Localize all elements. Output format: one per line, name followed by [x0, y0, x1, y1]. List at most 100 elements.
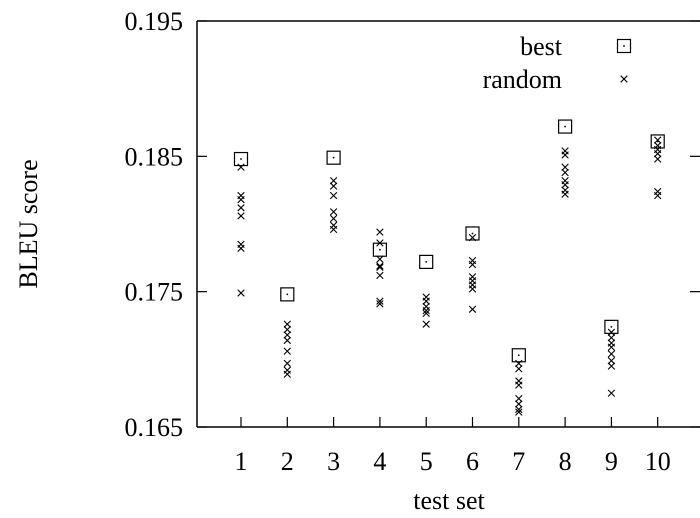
- data-point-random: [468, 305, 477, 313]
- data-point-random: [468, 233, 477, 242]
- data-point-random: [607, 343, 616, 351]
- data-point-random: [607, 356, 616, 365]
- square-marker-dot: [332, 156, 335, 159]
- legend-label-best: best: [520, 32, 563, 61]
- data-point-random: [422, 320, 430, 328]
- data-point-random: [561, 151, 569, 159]
- data-point-random: [561, 190, 569, 198]
- data-point-best: [511, 348, 526, 363]
- square-marker-outline: [233, 151, 249, 167]
- data-point-random: [654, 136, 662, 144]
- square-marker-outline: [511, 348, 526, 363]
- square-marker-dot: [623, 45, 625, 47]
- x-axis-label: test set: [413, 486, 485, 515]
- square-marker-dot: [425, 260, 428, 263]
- square-marker-dot: [379, 248, 381, 251]
- data-point-random: [607, 333, 616, 342]
- data-point-random: [468, 285, 477, 293]
- data-point-random: [422, 306, 430, 315]
- x-tick-label: 7: [512, 447, 525, 476]
- data-point-random: [607, 362, 616, 370]
- data-point-random: [283, 331, 291, 339]
- y-tick-label: 0.165: [125, 413, 184, 442]
- data-point-random: [283, 370, 291, 378]
- data-point-random: [468, 260, 477, 269]
- x-tick-label: 9: [605, 447, 618, 476]
- data-point-random: [283, 347, 291, 355]
- data-point-random: [376, 297, 384, 305]
- data-point-random: [515, 394, 523, 403]
- square-marker-dot: [471, 232, 474, 235]
- square-marker-dot: [517, 354, 520, 357]
- data-point-random: [329, 208, 338, 216]
- square-marker-outline: [616, 38, 632, 54]
- data-point-random: [607, 389, 616, 397]
- series-random: [237, 136, 662, 416]
- data-point-random: [515, 405, 523, 414]
- data-point-random: [237, 195, 245, 204]
- square-marker-outline: [557, 119, 573, 134]
- data-point-random: [376, 239, 384, 247]
- x-axis: 1 2 3 4 5 6 7 8 9 10: [235, 417, 671, 476]
- data-point-random: [329, 191, 338, 200]
- data-points: [233, 119, 665, 416]
- x-tick-label: 6: [466, 447, 479, 476]
- legend-marker-random: [620, 75, 628, 83]
- y-tick-label: 0.175: [125, 278, 184, 307]
- square-marker-outline: [419, 254, 434, 269]
- data-point-best: [419, 254, 434, 269]
- square-marker-dot: [564, 125, 566, 128]
- data-point-best: [326, 150, 341, 165]
- data-point-random: [237, 244, 245, 253]
- data-point-best: [557, 119, 573, 134]
- data-point-best: [465, 226, 480, 241]
- y-tick-label: 0.195: [125, 7, 184, 36]
- data-point-random: [376, 271, 384, 280]
- square-marker-dot: [610, 325, 613, 328]
- data-point-random: [422, 309, 430, 318]
- square-marker-outline: [465, 226, 480, 241]
- data-point-random: [607, 328, 616, 336]
- legend-label-random: random: [483, 65, 562, 94]
- data-point-random: [654, 149, 662, 158]
- data-point-random: [515, 365, 523, 373]
- x-tick-label: 3: [327, 447, 340, 476]
- x-tick-label: 5: [420, 447, 433, 476]
- data-point-random: [237, 289, 245, 297]
- data-point-best: [233, 151, 249, 167]
- data-point-random: [329, 214, 338, 223]
- data-point-random: [515, 408, 523, 416]
- data-point-random: [237, 212, 245, 220]
- data-point-random: [376, 263, 384, 271]
- data-point-random: [515, 359, 523, 368]
- x-tick-label: 10: [645, 447, 671, 476]
- square-marker-outline: [650, 134, 665, 149]
- data-point-random: [561, 168, 569, 177]
- y-axis-label: BLEU score: [14, 159, 43, 288]
- data-point-random: [654, 155, 662, 163]
- data-point-random: [607, 350, 616, 358]
- data-point-random: [283, 320, 291, 328]
- y-tick-label: 0.185: [125, 142, 184, 171]
- data-point-best: [604, 319, 619, 334]
- square-marker-dot: [286, 293, 289, 296]
- data-point-random: [561, 181, 569, 189]
- square-marker-outline: [280, 287, 295, 302]
- x-tick-label: 8: [559, 447, 572, 476]
- data-point-random: [376, 255, 384, 263]
- data-point-random: [237, 163, 245, 171]
- legend-marker-best: [616, 38, 632, 54]
- data-point-random: [376, 228, 384, 236]
- data-point-random: [376, 262, 384, 270]
- data-point-random: [329, 182, 338, 190]
- x-tick-label: 2: [281, 447, 294, 476]
- data-point-random: [515, 400, 523, 408]
- data-point-random: [237, 204, 245, 212]
- data-point-random: [329, 225, 338, 234]
- y-axis: 0.165 0.175 0.185 0.195: [125, 7, 700, 442]
- data-point-random: [329, 177, 338, 185]
- x-tick-label: 4: [373, 447, 386, 476]
- square-marker-outline: [604, 319, 619, 334]
- data-point-random: [376, 300, 384, 308]
